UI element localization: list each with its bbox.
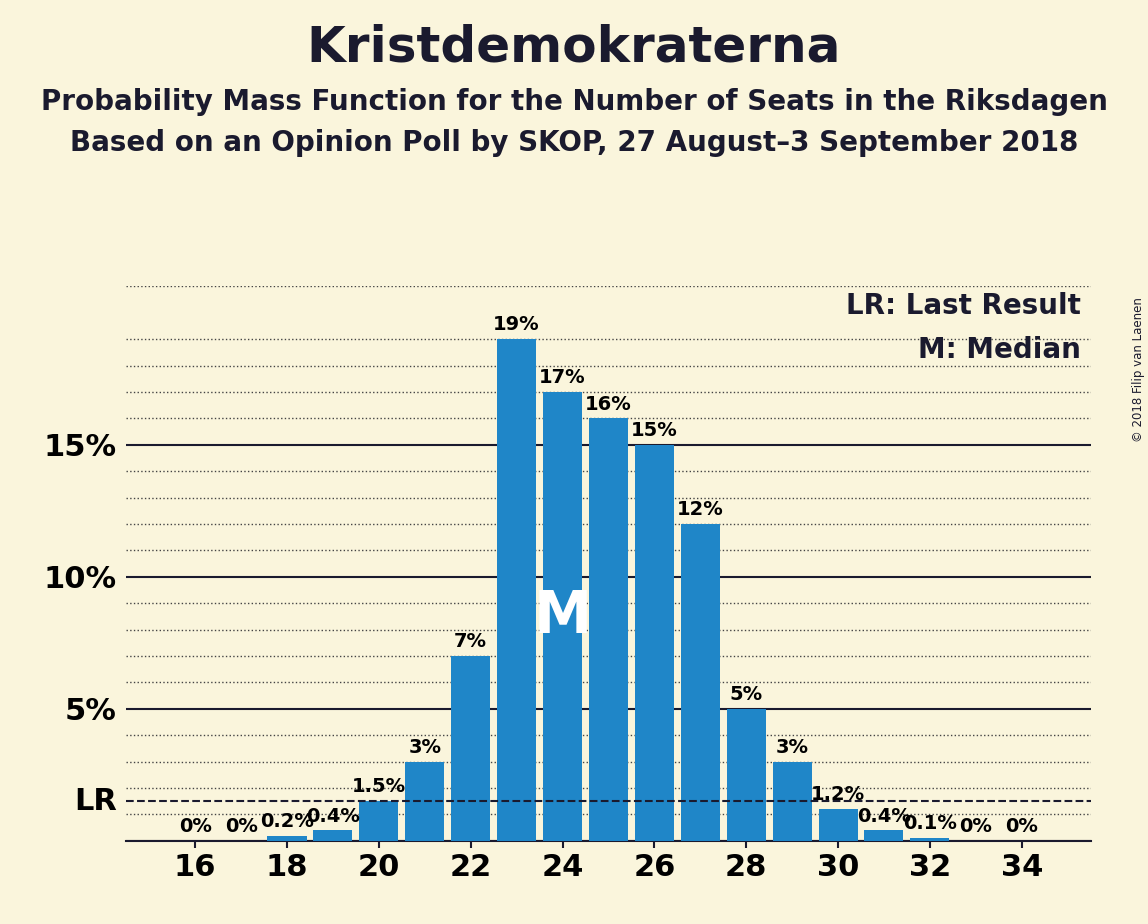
Text: 0%: 0% bbox=[960, 817, 992, 836]
Bar bbox=[635, 444, 674, 841]
Text: LR: LR bbox=[73, 786, 117, 816]
Bar bbox=[451, 656, 490, 841]
Bar bbox=[313, 831, 352, 841]
Text: 5%: 5% bbox=[730, 685, 762, 704]
Text: 0.2%: 0.2% bbox=[261, 812, 313, 831]
Bar bbox=[267, 835, 307, 841]
Bar bbox=[773, 761, 812, 841]
Text: 3%: 3% bbox=[409, 738, 441, 757]
Text: 7%: 7% bbox=[455, 632, 487, 651]
Bar bbox=[910, 838, 949, 841]
Text: 12%: 12% bbox=[677, 500, 723, 519]
Text: M: M bbox=[534, 588, 591, 645]
Bar bbox=[543, 392, 582, 841]
Bar bbox=[681, 524, 720, 841]
Text: Kristdemokraterna: Kristdemokraterna bbox=[307, 23, 841, 71]
Text: 0.4%: 0.4% bbox=[858, 807, 910, 825]
Text: 15%: 15% bbox=[631, 421, 677, 440]
Bar bbox=[359, 801, 398, 841]
Text: 19%: 19% bbox=[494, 315, 540, 334]
Text: 0.1%: 0.1% bbox=[903, 814, 956, 833]
Text: 16%: 16% bbox=[585, 395, 631, 414]
Text: M: Median: M: Median bbox=[918, 336, 1081, 364]
Text: 0.4%: 0.4% bbox=[307, 807, 359, 825]
Bar bbox=[497, 339, 536, 841]
Text: 0%: 0% bbox=[225, 817, 257, 836]
Text: LR: Last Result: LR: Last Result bbox=[846, 292, 1081, 320]
Bar bbox=[819, 809, 858, 841]
Text: Based on an Opinion Poll by SKOP, 27 August–3 September 2018: Based on an Opinion Poll by SKOP, 27 Aug… bbox=[70, 129, 1078, 157]
Bar bbox=[864, 831, 903, 841]
Text: © 2018 Filip van Laenen: © 2018 Filip van Laenen bbox=[1132, 298, 1146, 442]
Text: Probability Mass Function for the Number of Seats in the Riksdagen: Probability Mass Function for the Number… bbox=[40, 88, 1108, 116]
Text: 17%: 17% bbox=[540, 369, 585, 387]
Text: 1.2%: 1.2% bbox=[810, 785, 866, 805]
Bar bbox=[727, 709, 766, 841]
Text: 0%: 0% bbox=[179, 817, 211, 836]
Bar bbox=[589, 419, 628, 841]
Text: 0%: 0% bbox=[1006, 817, 1038, 836]
Text: 1.5%: 1.5% bbox=[351, 777, 406, 796]
Bar bbox=[405, 761, 444, 841]
Text: 3%: 3% bbox=[776, 738, 808, 757]
